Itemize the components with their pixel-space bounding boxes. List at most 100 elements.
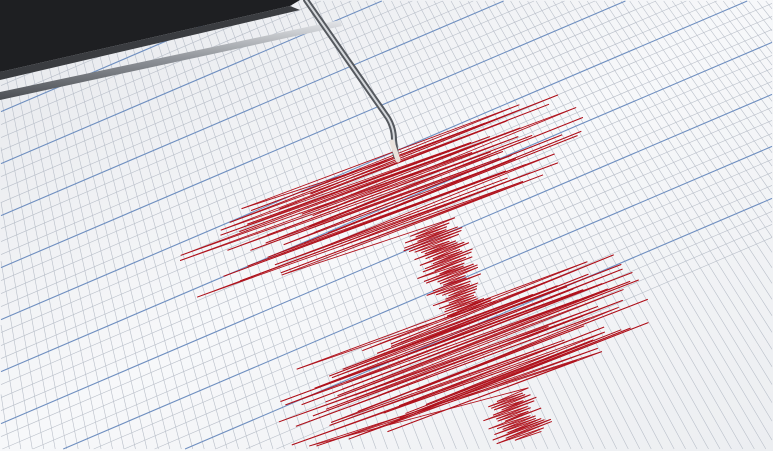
trace-segment bbox=[280, 283, 603, 402]
trace-segment bbox=[426, 273, 482, 296]
trace-segment bbox=[324, 153, 555, 247]
grid-line-vertical bbox=[119, 0, 251, 450]
trace-segment bbox=[419, 250, 463, 266]
grid-line-vertical bbox=[0, 324, 22, 450]
trace-segment bbox=[514, 427, 545, 441]
trace-segment bbox=[497, 407, 531, 422]
trace-segment bbox=[415, 222, 450, 238]
grid-line-vertical bbox=[518, 0, 773, 422]
grid-line-vertical bbox=[637, 0, 773, 194]
trace-segment bbox=[432, 242, 470, 260]
grid-line-vertical bbox=[646, 0, 773, 180]
trace-segment bbox=[309, 387, 529, 447]
trace-segment bbox=[301, 280, 631, 406]
grid-line-major bbox=[63, 145, 773, 450]
grid-line-vertical bbox=[527, 0, 773, 403]
trace-segment bbox=[197, 181, 524, 298]
trace-segment bbox=[241, 104, 520, 210]
trace-segment bbox=[362, 261, 588, 352]
trace-segment bbox=[417, 262, 465, 279]
grid-line-minor bbox=[2, 120, 773, 450]
grid-line-vertical bbox=[740, 0, 773, 43]
trace-segment bbox=[493, 394, 531, 411]
grid-line-minor bbox=[32, 133, 773, 450]
trace-segment bbox=[348, 347, 598, 440]
grid-line-vertical bbox=[374, 0, 595, 450]
trace-segment bbox=[250, 154, 512, 251]
trace-segment bbox=[377, 285, 558, 354]
grid-line-minor bbox=[0, 55, 773, 385]
trace-segment bbox=[425, 331, 605, 405]
grid-line-major bbox=[0, 0, 748, 321]
grid-line-minor bbox=[0, 0, 596, 255]
grid-line-vertical bbox=[204, 0, 365, 450]
grid-line-vertical bbox=[144, 0, 285, 450]
trace-segment bbox=[496, 421, 552, 445]
trace-segment bbox=[439, 266, 479, 285]
trace-segment bbox=[227, 135, 533, 251]
grid-line-vertical bbox=[620, 0, 773, 223]
trace-segment bbox=[180, 152, 473, 256]
trace-segment bbox=[278, 306, 598, 423]
trace-segment bbox=[414, 233, 459, 253]
trace-segment bbox=[426, 280, 471, 296]
grid-line-minor bbox=[154, 185, 773, 450]
stylus-arm bbox=[303, 0, 401, 163]
trace-segment bbox=[414, 241, 465, 261]
grid-line-vertical bbox=[408, 0, 641, 450]
trace-segment bbox=[325, 279, 639, 403]
trace-segment bbox=[330, 298, 648, 423]
trace-segment bbox=[496, 387, 529, 402]
grid-line-minor bbox=[0, 0, 474, 203]
trace-segment bbox=[179, 136, 519, 261]
trace-segment bbox=[312, 107, 577, 217]
trace-segment bbox=[281, 174, 544, 276]
grid-line-vertical bbox=[510, 0, 773, 441]
grid-line-minor bbox=[0, 0, 687, 294]
grid-line-minor bbox=[0, 3, 773, 333]
grid-line-vertical bbox=[0, 49, 79, 450]
grid-line-vertical bbox=[595, 0, 773, 268]
trace-segment bbox=[426, 264, 478, 284]
trace-segment bbox=[417, 256, 473, 279]
metal-rail bbox=[0, 20, 342, 100]
trace-segment bbox=[296, 261, 588, 370]
trace-segment bbox=[316, 347, 598, 447]
trace-segment bbox=[197, 162, 559, 298]
grid-line-vertical bbox=[425, 0, 663, 450]
grid-line-vertical bbox=[101, 0, 228, 450]
trace-segment bbox=[425, 242, 470, 260]
trace-segment bbox=[229, 94, 559, 223]
grid-line-vertical bbox=[697, 0, 773, 102]
grid-line-vertical bbox=[391, 0, 618, 450]
trace-segment bbox=[494, 418, 542, 435]
grid-line-vertical bbox=[93, 0, 216, 450]
grid-line-vertical bbox=[484, 0, 744, 450]
grid-line-vertical bbox=[706, 0, 773, 90]
trace-segment bbox=[291, 331, 605, 446]
grid-line-vertical bbox=[561, 0, 773, 333]
trace-segment bbox=[444, 298, 485, 313]
grid-line-vertical bbox=[450, 0, 698, 450]
trace-segment bbox=[295, 306, 619, 427]
grid-line-vertical bbox=[569, 0, 773, 316]
grid-line-vertical bbox=[535, 0, 773, 385]
trace-segment bbox=[223, 153, 555, 277]
grid-line-vertical bbox=[136, 0, 274, 450]
trace-segment bbox=[316, 360, 578, 447]
trace-segment bbox=[414, 240, 450, 253]
grid-line-minor bbox=[276, 237, 773, 450]
trace-segment bbox=[492, 418, 551, 441]
grid-line-vertical bbox=[178, 0, 331, 450]
trace-segment bbox=[220, 103, 550, 231]
grid-line-vertical bbox=[16, 0, 113, 450]
trace-segment bbox=[239, 127, 521, 233]
grid-line-vertical bbox=[195, 0, 354, 450]
grid-line-major bbox=[0, 93, 773, 425]
grid-line-vertical bbox=[586, 0, 773, 284]
trace-segment bbox=[438, 296, 477, 310]
device-housing bbox=[0, 0, 300, 72]
grid-line-vertical bbox=[671, 0, 773, 140]
grid-line-major bbox=[0, 0, 626, 269]
trace-segment bbox=[180, 107, 577, 256]
